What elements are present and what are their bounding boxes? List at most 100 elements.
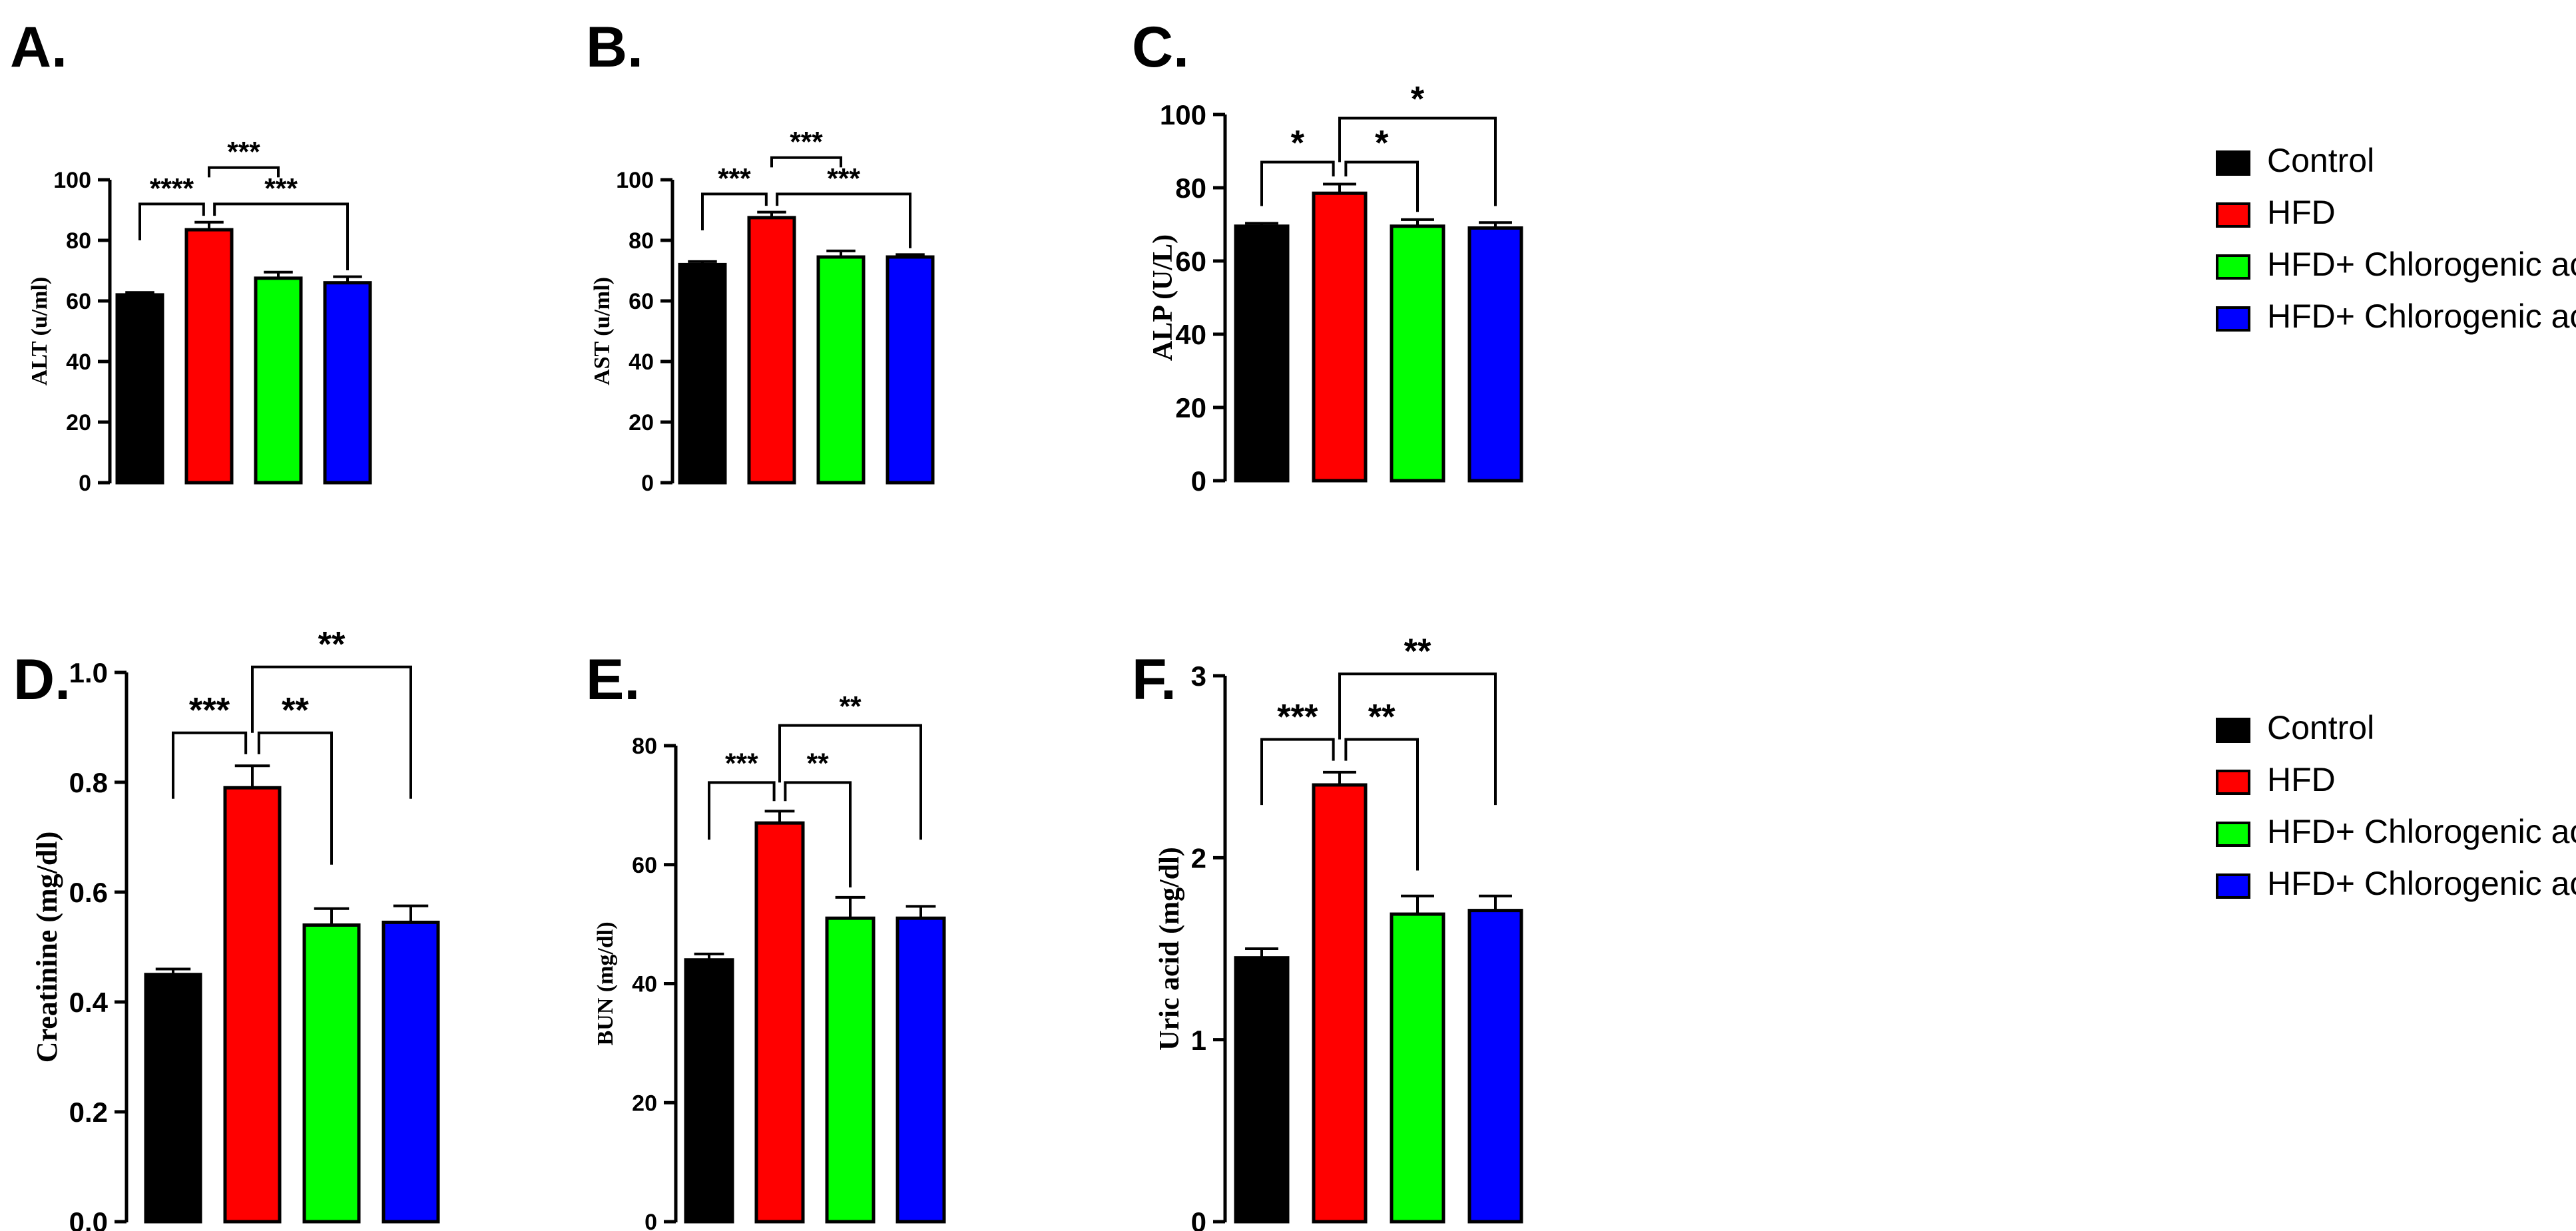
chart-panel-4: D. Creatinine (mg/dl) 0.0 0.2 0.4 0.6 0.8 1.0 **… — [13, 624, 440, 1231]
y-tick-label: 0.6 — [69, 877, 108, 908]
y-tick-label: 60 — [1175, 246, 1206, 277]
significance-bracket — [1344, 738, 1419, 871]
bar-1 — [1312, 191, 1368, 483]
panel-letter: F. — [1132, 648, 1176, 712]
legend-label: HFD+ Chlorogenic acid (100 mg) — [2267, 298, 2576, 335]
significance-label: *** — [718, 163, 751, 194]
y-tick-label: 60 — [629, 289, 654, 314]
legend-label: HFD — [2267, 761, 2336, 798]
y-tick-label: 80 — [66, 228, 91, 254]
y-tick-label: 80 — [629, 228, 654, 254]
bar-3 — [1467, 226, 1523, 483]
panel-letter: A. — [10, 15, 67, 79]
legend-swatch — [2216, 202, 2250, 228]
significance-label: *** — [827, 163, 860, 194]
significance-bracket — [784, 781, 852, 887]
y-tick-label: 60 — [66, 289, 91, 314]
legend-bottom: Control HFD HFD+ Chlorogenic acid (10 mg) H… — [2216, 709, 2576, 902]
bar-2 — [302, 923, 361, 1224]
y-axis-label: Creatinine (mg/dl) — [31, 832, 63, 1063]
y-axis-label: ALT (u/ml) — [27, 277, 52, 385]
y-tick-label: 40 — [66, 350, 91, 375]
panel-letter: C. — [1132, 15, 1189, 79]
bar-1 — [747, 216, 796, 485]
legend-swatch — [2216, 718, 2250, 743]
y-tick-label: 1.0 — [69, 657, 108, 688]
bar-0 — [1234, 224, 1290, 483]
legend-label: HFD — [2267, 194, 2336, 231]
y-axis-label: AST (u/ml) — [590, 277, 615, 385]
y-tick-label: 20 — [632, 1091, 657, 1116]
y-tick-label: 3 — [1191, 660, 1206, 692]
y-tick-label: 2 — [1191, 842, 1206, 873]
y-tick-label: 0 — [79, 471, 91, 496]
y-tick-label: 60 — [632, 853, 657, 878]
bar-2 — [254, 276, 303, 485]
y-tick-label: 20 — [629, 410, 654, 435]
y-tick-label: 0.0 — [69, 1206, 108, 1231]
bar-3 — [323, 281, 372, 485]
bar-1 — [1312, 783, 1368, 1224]
significance-bracket — [1260, 738, 1335, 806]
significance-bracket — [1338, 117, 1497, 206]
y-tick-label: 1 — [1191, 1025, 1206, 1056]
significance-bracket — [1344, 160, 1419, 212]
panel-letter: B. — [586, 15, 643, 79]
y-tick-label: 0 — [1191, 1206, 1206, 1231]
significance-bracket — [701, 192, 768, 230]
significance-label: ** — [839, 691, 862, 722]
y-tick-label: 80 — [1175, 172, 1206, 204]
bar-3 — [886, 255, 935, 485]
bar-2 — [825, 916, 876, 1224]
y-axis-label: ALP (U/L) — [1148, 234, 1178, 361]
y-axis-label: BUN (mg/dl) — [593, 921, 618, 1045]
significance-bracket — [208, 166, 280, 178]
significance-bracket — [1260, 160, 1335, 206]
legend-swatch — [2216, 306, 2250, 332]
significance-bracket — [1338, 672, 1497, 806]
significance-label: *** — [1277, 697, 1318, 736]
bar-3 — [1467, 909, 1523, 1224]
bar-0 — [144, 973, 202, 1224]
significance-label: ** — [1404, 632, 1431, 671]
significance-label: * — [1291, 124, 1305, 163]
y-tick-label: 0 — [644, 1210, 657, 1231]
significance-bracket — [251, 665, 412, 799]
bar-3 — [896, 916, 946, 1224]
significance-bracket — [776, 192, 911, 248]
significance-bracket — [257, 731, 333, 865]
bar-1 — [223, 786, 282, 1224]
significance-label: *** — [189, 690, 230, 730]
y-axis-label: Uric acid (mg/dl) — [1155, 847, 1185, 1051]
legend-swatch — [2216, 770, 2250, 795]
significance-label: * — [1375, 124, 1389, 163]
bar-2 — [1390, 912, 1445, 1224]
bar-2 — [816, 255, 866, 485]
legend-swatch — [2216, 822, 2250, 847]
y-tick-label: 40 — [629, 350, 654, 375]
bar-0 — [115, 293, 164, 485]
significance-label: *** — [227, 137, 260, 168]
significance-label: ** — [1368, 697, 1396, 736]
legend-label: Control — [2267, 142, 2374, 179]
significance-bracket — [172, 731, 248, 799]
significance-bracket — [778, 724, 922, 840]
bar-0 — [684, 958, 734, 1224]
y-tick-label: 100 — [616, 168, 654, 193]
significance-label: * — [1411, 80, 1425, 119]
y-tick-label: 40 — [1175, 319, 1206, 350]
significance-label: **** — [150, 173, 194, 204]
bar-1 — [184, 228, 234, 485]
legend-swatch — [2216, 254, 2250, 280]
legend-label: HFD+ Chlorogenic acid (10 mg) — [2267, 246, 2576, 283]
y-tick-label: 0 — [641, 471, 654, 496]
significance-label: ** — [807, 748, 830, 780]
legend-swatch — [2216, 873, 2250, 899]
panel-letter: D. — [13, 648, 71, 712]
y-tick-label: 40 — [632, 972, 657, 997]
significance-label: *** — [790, 127, 823, 158]
